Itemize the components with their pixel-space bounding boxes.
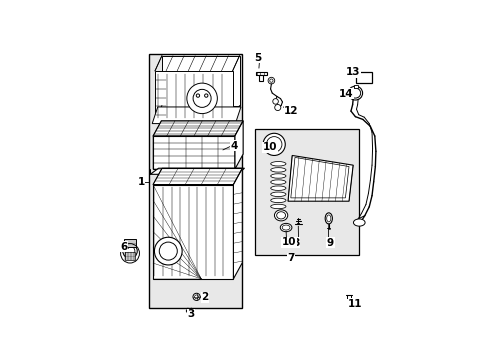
Ellipse shape xyxy=(186,83,217,114)
Polygon shape xyxy=(153,168,242,185)
Text: 12: 12 xyxy=(284,105,298,116)
Text: 5: 5 xyxy=(253,53,261,63)
Ellipse shape xyxy=(270,198,285,203)
Ellipse shape xyxy=(154,237,182,265)
Bar xyxy=(354,85,357,87)
Ellipse shape xyxy=(270,162,285,166)
Polygon shape xyxy=(155,71,232,121)
Bar xyxy=(355,72,371,84)
Polygon shape xyxy=(287,156,352,201)
Ellipse shape xyxy=(270,192,285,197)
Text: 3: 3 xyxy=(187,309,194,319)
Text: 2: 2 xyxy=(201,292,208,302)
Text: 6: 6 xyxy=(121,242,127,252)
Ellipse shape xyxy=(270,186,285,190)
Ellipse shape xyxy=(353,219,365,226)
Circle shape xyxy=(274,104,280,111)
Polygon shape xyxy=(152,107,241,123)
Circle shape xyxy=(193,293,200,301)
Ellipse shape xyxy=(270,174,285,178)
Text: 4: 4 xyxy=(230,141,237,151)
Ellipse shape xyxy=(270,180,285,184)
Bar xyxy=(149,54,242,308)
Text: 7: 7 xyxy=(286,253,294,263)
Polygon shape xyxy=(354,216,364,224)
Circle shape xyxy=(204,94,207,97)
Bar xyxy=(256,72,267,75)
Text: 8: 8 xyxy=(292,238,299,248)
Circle shape xyxy=(263,133,285,156)
Ellipse shape xyxy=(270,204,285,209)
Ellipse shape xyxy=(347,86,362,100)
Ellipse shape xyxy=(270,168,285,172)
Text: 10: 10 xyxy=(262,142,277,152)
Text: 13: 13 xyxy=(345,67,360,77)
Text: 14: 14 xyxy=(338,89,353,99)
Polygon shape xyxy=(153,121,243,136)
Ellipse shape xyxy=(280,223,291,232)
Bar xyxy=(124,252,135,260)
Text: 10: 10 xyxy=(281,237,296,247)
Bar xyxy=(123,239,136,247)
Ellipse shape xyxy=(325,213,332,224)
Text: 9: 9 xyxy=(326,238,333,248)
Circle shape xyxy=(196,94,199,97)
Polygon shape xyxy=(153,136,234,169)
Circle shape xyxy=(272,99,278,104)
Polygon shape xyxy=(150,168,244,174)
Text: 1: 1 xyxy=(137,177,144,187)
Polygon shape xyxy=(153,185,233,279)
Circle shape xyxy=(267,77,274,84)
Bar xyxy=(254,129,358,255)
Ellipse shape xyxy=(274,210,287,221)
Polygon shape xyxy=(234,121,243,169)
Ellipse shape xyxy=(122,244,137,258)
Polygon shape xyxy=(233,168,242,279)
Bar xyxy=(346,296,350,298)
Bar xyxy=(259,75,263,81)
Polygon shape xyxy=(162,56,239,105)
Text: 11: 11 xyxy=(347,299,362,309)
